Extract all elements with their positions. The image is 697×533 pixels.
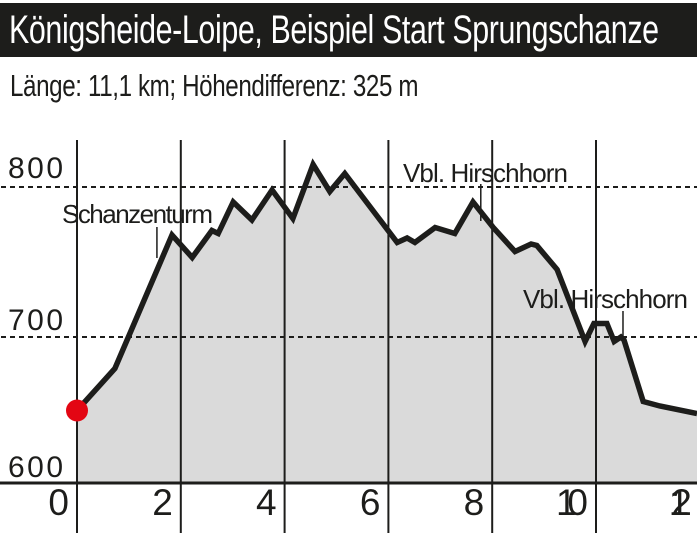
header-bar: Königsheide-Loipe, Beispiel Start Sprung… [0, 3, 697, 57]
x-axis-label-8: 8 [464, 482, 485, 523]
x-axis-label-4: 4 [256, 482, 277, 523]
annotation-label-1: Vbl. Hirschhorn [403, 158, 568, 188]
y-axis-label-600: 600 [8, 451, 63, 484]
start-marker-dot [66, 399, 88, 422]
x-axis-label-12: 12 [669, 482, 692, 523]
x-axis-label-6: 6 [360, 482, 381, 523]
x-axis-label-0: 0 [48, 482, 69, 523]
page-title: Königsheide-Loipe, Beispiel Start Sprung… [9, 7, 659, 52]
annotation-label-2: Vbl. Hirschhorn [523, 284, 688, 314]
profile-fill-area [77, 164, 697, 483]
elevation-profile-line [74, 158, 697, 417]
y-axis-label-700: 700 [8, 304, 63, 337]
x-axis-label-10: 10 [556, 482, 588, 523]
chart-subtitle: Länge: 11,1 km; Höhendifferenz: 325 m [10, 68, 419, 103]
y-axis-label-800: 800 [8, 152, 63, 185]
x-axis-label-2: 2 [152, 482, 173, 523]
annotation-label-0: Schanzenturm [62, 199, 213, 229]
